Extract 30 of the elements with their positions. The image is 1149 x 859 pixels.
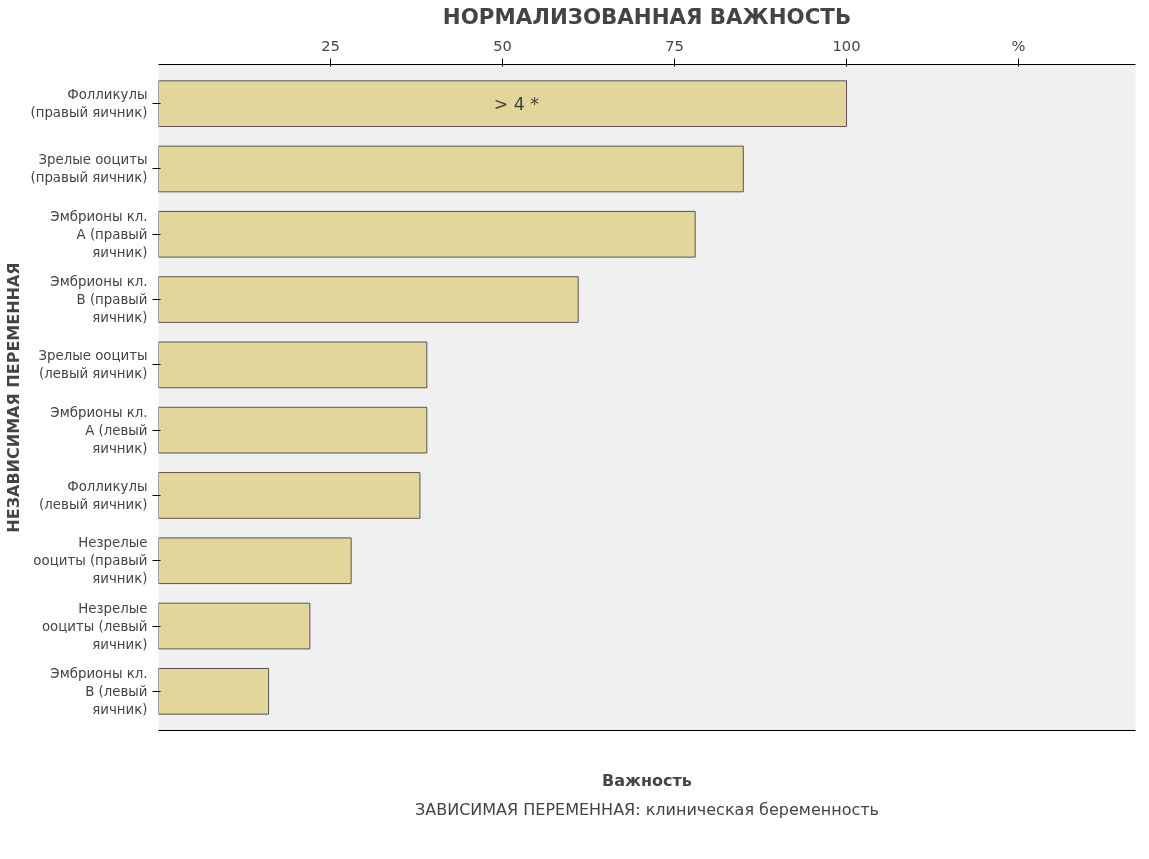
y-tick-label: Фолликулы (правый яичник) [30, 87, 148, 121]
chart-title: НОРМАЛИЗОВАННАЯ ВАЖНОСТЬ [442, 3, 852, 29]
y-tick-label: Эмбрионы кл. А (правый яичник) [50, 208, 148, 260]
bar [158, 276, 579, 323]
x-tick-label: 75 [665, 36, 684, 54]
y-axis-title: НЕЗАВИСИМАЯ ПЕРЕМЕННАЯ [3, 262, 23, 533]
bar [158, 667, 270, 715]
y-tick-label: Эмбрионы кл. В (правый яичник) [50, 274, 148, 326]
x-tick-label: 100 [832, 36, 861, 54]
y-tick-label: Эмбрионы кл. А (левый яичник) [50, 404, 148, 456]
bar [158, 210, 696, 258]
y-tick-label: Незрелые ооциты (левый яичник) [41, 600, 148, 652]
bar [158, 145, 744, 193]
x-tick-label: 25 [321, 36, 340, 54]
y-tick-label: Фолликулы (левый яичник) [39, 478, 148, 512]
bar [158, 537, 352, 585]
x-tick-label: 50 [493, 36, 512, 54]
bar [158, 341, 428, 389]
bar [158, 80, 848, 128]
annotation: > 4 * [493, 93, 540, 114]
y-tick-label: Незрелые ооциты (правый яичник) [33, 535, 148, 587]
bar [158, 472, 421, 519]
y-tick-label: Зрелые ооциты (левый яичник) [38, 348, 148, 382]
y-tick-label: Эмбрионы кл. В (левый яичник) [50, 665, 148, 717]
x-tick-label: % [1011, 36, 1026, 54]
bar [158, 406, 428, 454]
text: ЗАВИСИМАЯ ПЕРЕМЕННАЯ: клиническая беременность [415, 799, 879, 819]
x-axis-title: Важность [602, 770, 692, 790]
y-tick-label: Зрелые ооциты (правый яичник) [30, 152, 148, 186]
bar [158, 602, 311, 650]
